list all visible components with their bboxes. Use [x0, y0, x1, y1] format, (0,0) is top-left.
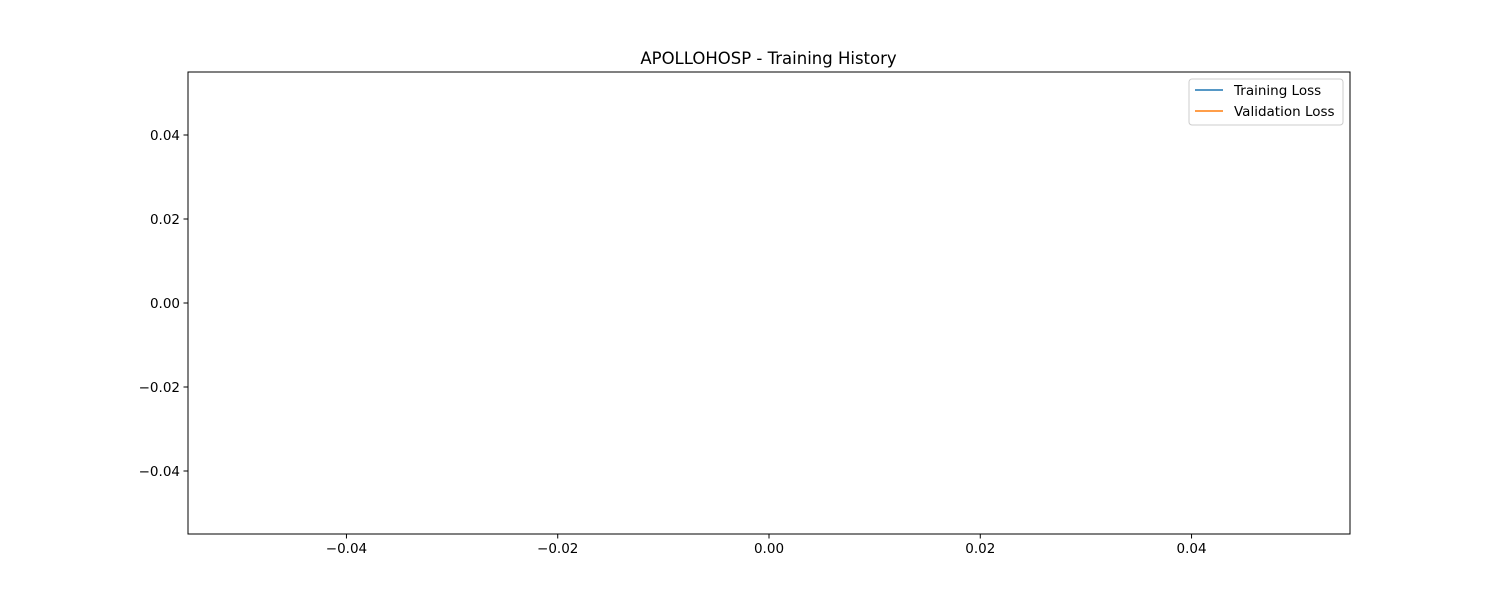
legend-label: Validation Loss — [1234, 104, 1335, 120]
y-axis: 0.04 0.02 0.00 −0.02 −0.04 — [139, 128, 188, 480]
y-tick-label: −0.04 — [139, 464, 180, 480]
legend: Training Loss Validation Loss — [1188, 78, 1344, 126]
x-tick-label: −0.04 — [326, 541, 367, 557]
y-tick-label: 0.00 — [150, 296, 180, 312]
y-tick-label: −0.02 — [139, 380, 180, 396]
legend-label: Training Loss — [1233, 83, 1321, 99]
y-tick-label: 0.02 — [150, 212, 180, 228]
y-tick-label: 0.04 — [150, 128, 180, 144]
x-tick-label: 0.02 — [965, 541, 995, 557]
x-tick-label: 0.04 — [1177, 541, 1207, 557]
x-tick-label: 0.00 — [754, 541, 784, 557]
legend-box — [1188, 78, 1344, 126]
chart-title: APOLLOHOSP - Training History — [640, 49, 897, 68]
x-tick-label: −0.02 — [537, 541, 578, 557]
x-axis: −0.04 −0.02 0.00 0.02 0.04 — [326, 534, 1207, 557]
